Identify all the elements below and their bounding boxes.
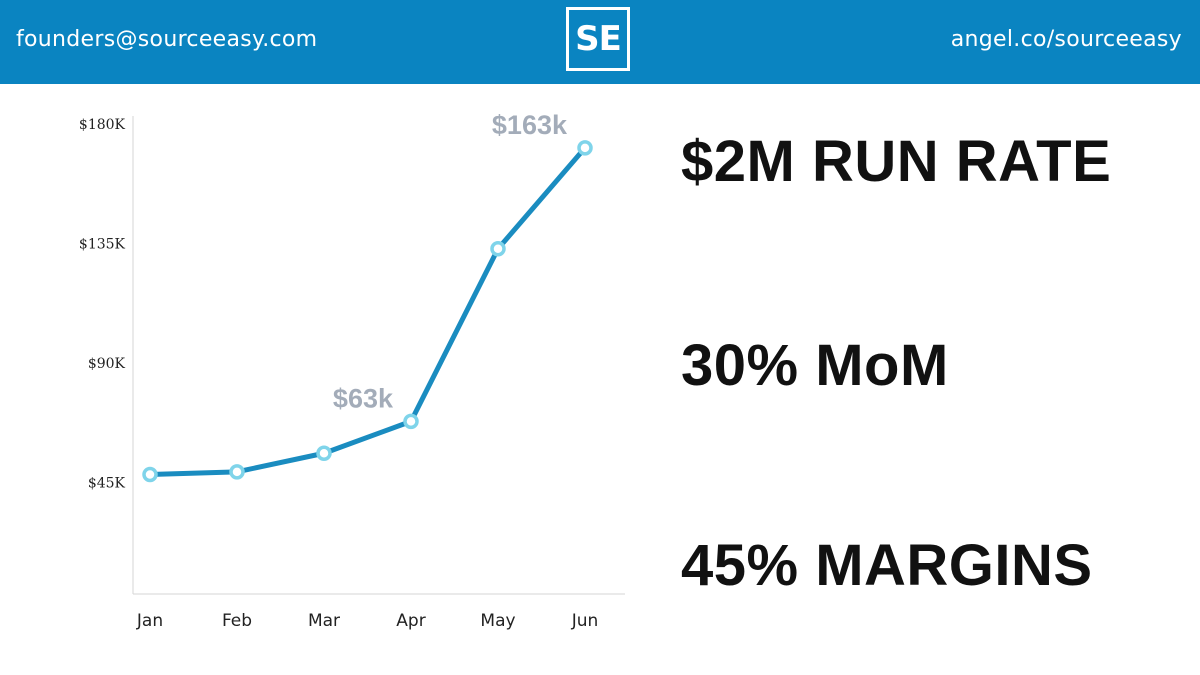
data-label: $163k [492,110,568,140]
stat-run-rate: $2M RUN RATE [681,129,1112,194]
x-tick-label: Jan [136,611,163,631]
data-point-apr [403,413,419,430]
data-label: $63k [333,383,394,413]
data-point-feb [229,464,245,480]
header-bar: founders@sourceeasy.com SE angel.co/sour… [0,0,1200,84]
stat-growth: 30% MoM [681,333,949,398]
x-tick-label: Jun [571,611,599,631]
x-tick-label: May [480,611,515,631]
x-tick-label: Feb [222,611,252,631]
revenue-line-chart: $45K $90K $135K $180K Jan Feb Mar Apr May Jun $63k… [79,110,625,631]
y-tick-label: $90K [88,356,126,372]
data-point-jan [142,466,158,483]
angel-link[interactable]: angel.co/sourceeasy [950,27,1182,52]
contact-email[interactable]: founders@sourceeasy.com [16,27,318,52]
data-point-mar [316,445,332,462]
y-tick-label: $135K [79,236,126,252]
y-tick-label: $45K [88,475,126,491]
data-point-may [490,241,506,257]
data-point-jun [577,140,593,156]
stat-margins: 45% MARGINS [681,533,1093,598]
series-line [147,145,588,477]
x-tick-label: Apr [396,611,425,631]
logo: SE [566,7,630,71]
y-tick-label: $180K [79,117,126,133]
x-tick-label: Mar [308,611,340,631]
